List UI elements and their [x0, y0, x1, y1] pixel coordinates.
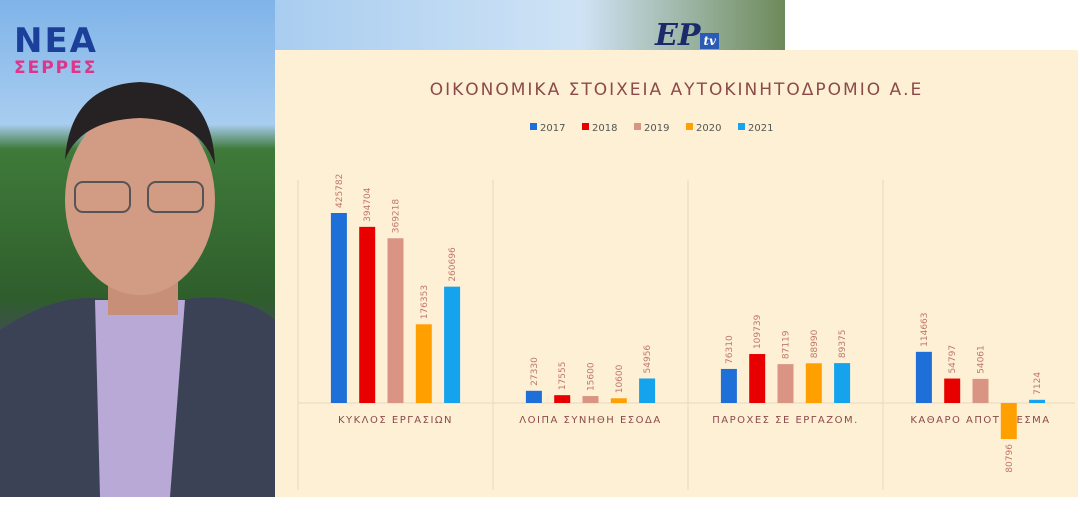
- data-label: 17555: [558, 362, 568, 391]
- category-label: ΛΟΙΠΑ ΣΥΝΗΘΗ ΕΣΟΔΑ: [519, 415, 661, 426]
- bar-2020: [805, 363, 822, 403]
- legend-swatch-2021: [738, 123, 745, 130]
- legend-swatch-2020: [686, 123, 693, 130]
- person-photo: [0, 0, 275, 497]
- bar-2018: [554, 395, 571, 403]
- category-label: ΠΑΡΟΧΕΣ ΣΕ ΕΡΓΑΖΟΜ.: [712, 415, 859, 426]
- bar-2018: [749, 354, 766, 403]
- person-silhouette: [0, 82, 275, 497]
- data-label: 15600: [587, 362, 597, 391]
- bar-2019: [582, 396, 599, 403]
- chart-title: ΟΙΚΟΝΟΜΙΚΑ ΣΤΟΙΧΕΙΑ ΑΥΤΟΚΙΝΗΤΟΔΡΟΜΙΟ Α.Ε: [429, 80, 924, 100]
- legend-label-2019: 2019: [644, 123, 669, 134]
- bar-2017: [330, 213, 347, 403]
- bar-2018: [359, 226, 376, 403]
- data-label: 54797: [948, 345, 958, 374]
- data-label: 54061: [977, 345, 987, 374]
- logo-line1: ΝΕΑ: [14, 21, 98, 61]
- data-label: 87119: [782, 330, 792, 359]
- bar-2017: [915, 351, 932, 403]
- data-label: 109739: [753, 314, 763, 349]
- data-label: 260696: [448, 247, 458, 282]
- bar-2021: [834, 363, 851, 403]
- bar-2021: [1029, 399, 1046, 403]
- bar-2019: [387, 238, 404, 403]
- bar-2020: [610, 398, 627, 403]
- legend-swatch-2018: [582, 123, 589, 130]
- bar-chart: 2017 2018 2019 2020 2021 ΚΥΚΛΟΣ ΕΡΓΑΣΙΩΝ 42578…: [297, 123, 1075, 490]
- data-label: 425782: [335, 174, 345, 208]
- chart-panel: ΟΙΚΟΝΟΜΙΚΑ ΣΤΟΙΧΕΙΑ ΑΥΤΟΚΙΝΗΤΟΔΡΟΜΙΟ Α.Ε…: [275, 50, 1078, 497]
- channel-logo-text: ΕΡ: [655, 18, 701, 53]
- channel-logo: ΕΡ tv: [655, 18, 719, 53]
- legend-swatch-2017: [530, 123, 537, 130]
- legend-label-2021: 2021: [748, 123, 773, 134]
- data-label: 76310: [725, 335, 735, 364]
- bar-2019: [972, 378, 989, 403]
- bar-2020: [1000, 403, 1017, 440]
- bar-2021: [444, 286, 461, 403]
- data-label: 88990: [810, 329, 820, 358]
- legend-label-2020: 2020: [696, 123, 721, 134]
- bar-2021: [639, 378, 656, 403]
- category-label: ΚΑΘΑΡΟ ΑΠΟΤΕΛΕΣΜΑ: [910, 415, 1050, 426]
- legend-swatch-2019: [634, 123, 641, 130]
- data-label: 176353: [420, 285, 430, 319]
- data-label: 89375: [838, 329, 848, 358]
- bar-2017: [720, 368, 737, 403]
- data-label: 54956: [643, 345, 653, 374]
- category-label: ΚΥΚΛΟΣ ΕΡΓΑΣΙΩΝ: [338, 415, 453, 426]
- background-sky: [275, 0, 785, 50]
- data-label: 80796: [1005, 444, 1015, 473]
- bar-2019: [777, 364, 794, 403]
- nea-serres-logo: ΝΕΑ ΣΕΡΡΕΣ: [14, 24, 98, 78]
- logo-line2: ΣΕΡΡΕΣ: [14, 58, 98, 78]
- bar-2020: [415, 324, 432, 403]
- data-label: 10600: [615, 364, 625, 393]
- legend-label-2018: 2018: [592, 123, 617, 134]
- bar-2018: [944, 378, 961, 403]
- data-label: 394704: [363, 187, 373, 222]
- data-label: 27330: [530, 357, 540, 386]
- data-label: 369218: [392, 199, 402, 234]
- bar-2017: [525, 390, 542, 403]
- legend-label-2017: 2017: [540, 123, 565, 134]
- data-label: 114663: [920, 312, 930, 346]
- data-label: 7124: [1033, 372, 1043, 395]
- channel-logo-badge: tv: [700, 33, 719, 49]
